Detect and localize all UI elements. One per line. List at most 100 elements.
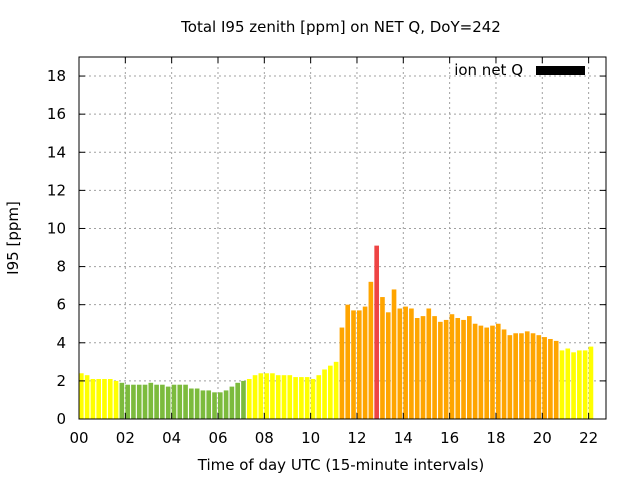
bar <box>438 321 443 419</box>
bar <box>293 377 298 419</box>
bar <box>200 390 206 419</box>
bar <box>553 340 559 419</box>
bar <box>148 382 154 419</box>
bar <box>252 375 258 419</box>
bar <box>79 373 84 419</box>
bar <box>490 325 495 419</box>
bar <box>246 378 252 419</box>
bar <box>524 331 530 419</box>
bar <box>310 378 316 419</box>
y-tick-label: 16 <box>47 105 66 123</box>
bar <box>507 335 513 419</box>
bar <box>495 323 501 419</box>
bar <box>322 369 327 419</box>
bar <box>501 329 507 419</box>
bar <box>461 319 466 419</box>
bar <box>414 318 420 419</box>
x-tick-label: 14 <box>394 429 413 447</box>
bar <box>559 350 565 419</box>
bar <box>299 377 304 419</box>
bar <box>165 386 171 419</box>
bar <box>281 375 287 419</box>
bar <box>258 373 264 419</box>
bar <box>270 373 275 419</box>
x-tick-label: 02 <box>116 429 135 447</box>
bar <box>96 378 102 419</box>
bar <box>142 384 148 419</box>
legend-label: ion net Q <box>454 61 523 79</box>
y-tick-label: 6 <box>56 296 66 314</box>
bar <box>345 304 351 419</box>
bar <box>119 382 125 419</box>
bar <box>328 365 333 419</box>
y-tick-label: 10 <box>47 219 66 237</box>
plot-frame <box>78 56 607 420</box>
bar <box>380 297 385 419</box>
bar <box>426 308 432 419</box>
bar <box>154 384 159 419</box>
bar <box>420 316 426 419</box>
x-tick-label: 22 <box>579 429 598 447</box>
y-axis-label: I95 [ppm] <box>4 201 22 275</box>
x-tick-label: 12 <box>347 429 366 447</box>
bar <box>455 318 461 419</box>
bar <box>351 310 356 419</box>
bar <box>542 337 547 419</box>
bar <box>131 384 136 419</box>
y-tick-label: 4 <box>56 334 66 352</box>
legend-swatch <box>536 66 585 75</box>
bar <box>275 375 281 419</box>
bar <box>443 319 449 419</box>
bar <box>84 375 90 419</box>
bar <box>588 346 594 419</box>
bar <box>374 245 379 419</box>
bar <box>565 348 571 419</box>
bar <box>107 378 113 419</box>
legend: ion net Q <box>454 61 585 79</box>
x-tick-label: 06 <box>208 429 227 447</box>
bar <box>519 333 524 419</box>
bar <box>183 384 188 419</box>
bar <box>171 384 177 419</box>
bar <box>403 306 408 419</box>
bar <box>235 382 240 419</box>
y-tick-label: 2 <box>56 372 66 390</box>
x-tick-label: 10 <box>301 429 320 447</box>
bar <box>189 388 194 419</box>
bar <box>90 378 96 419</box>
bar <box>397 308 403 419</box>
x-tick-label: 04 <box>162 429 181 447</box>
bar <box>409 308 414 419</box>
bar <box>206 390 212 419</box>
y-tick-label: 14 <box>47 143 66 161</box>
x-tick-label: 20 <box>533 429 552 447</box>
x-tick-label: 00 <box>69 429 88 447</box>
bar <box>229 386 235 419</box>
bar <box>287 375 293 419</box>
x-axis-label: Time of day UTC (15-minute intervals) <box>197 456 484 474</box>
x-tick-label: 18 <box>486 429 505 447</box>
bar <box>339 327 345 419</box>
bar <box>391 289 397 419</box>
bar <box>316 375 322 419</box>
bar <box>241 380 246 419</box>
bar <box>194 388 200 419</box>
bar <box>582 350 588 419</box>
y-tick-label: 8 <box>56 258 66 276</box>
bar <box>102 378 107 419</box>
bar <box>177 384 183 419</box>
bar <box>304 377 310 419</box>
bar <box>467 316 472 419</box>
bar <box>571 352 576 419</box>
bar <box>136 384 142 419</box>
bar <box>125 384 130 419</box>
bar <box>432 316 437 419</box>
y-tick-label: 12 <box>47 181 66 199</box>
x-tick-label: 08 <box>255 429 274 447</box>
bar <box>530 333 536 419</box>
bar <box>449 314 455 419</box>
bar <box>536 335 542 419</box>
